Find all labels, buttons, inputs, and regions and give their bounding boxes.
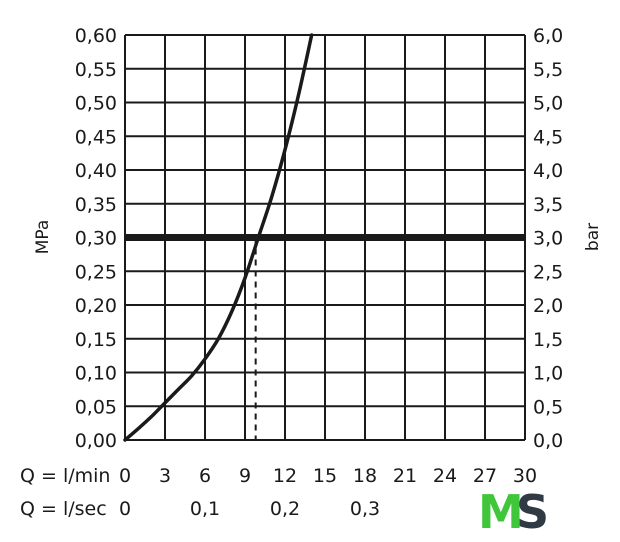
x-tick-label-min: 0 <box>119 465 131 487</box>
y-tick-label-right: 5,5 <box>533 59 563 81</box>
x-tick-label-min: 9 <box>239 465 251 487</box>
x-tick-label-sec: 0,3 <box>350 498 380 520</box>
logo-letter-s: S <box>516 485 549 539</box>
chart-ticks: 0,000,050,100,150,200,250,300,350,400,45… <box>75 25 564 520</box>
y-tick-label-left: 0,00 <box>75 430 117 452</box>
y-tick-label-right: 3,5 <box>533 194 563 216</box>
x-tick-label-min: 6 <box>199 465 211 487</box>
pressure-curve <box>123 33 314 442</box>
y-tick-label-right: 4,0 <box>533 160 563 182</box>
y-axis-label-right: bar <box>583 223 603 251</box>
y-tick-label-right: 1,0 <box>533 363 563 385</box>
x-tick-label-sec: 0 <box>119 498 131 520</box>
y-tick-label-left: 0,25 <box>75 261 117 283</box>
y-tick-label-left: 0,20 <box>75 295 117 317</box>
y-tick-label-left: 0,50 <box>75 93 117 115</box>
x-tick-label-sec: 0,1 <box>190 498 220 520</box>
y-tick-label-left: 0,45 <box>75 126 117 148</box>
y-tick-label-right: 0,0 <box>533 430 563 452</box>
x-tick-label-sec: 0,2 <box>270 498 300 520</box>
y-tick-label-right: 2,5 <box>533 261 563 283</box>
chart-series <box>123 33 314 442</box>
logo-letter-m: M <box>478 485 524 539</box>
x-tick-label-min: 21 <box>393 465 417 487</box>
y-tick-label-right: 4,5 <box>533 126 563 148</box>
y-tick-label-left: 0,40 <box>75 160 117 182</box>
ms-logo: M S <box>478 485 549 539</box>
y-tick-label-left: 0,30 <box>75 228 117 250</box>
y-tick-label-left: 0,15 <box>75 329 117 351</box>
y-tick-label-left: 0,05 <box>75 396 117 418</box>
x-tick-label-min: 15 <box>313 465 337 487</box>
y-tick-label-right: 5,0 <box>533 93 563 115</box>
reference-lines <box>125 234 525 440</box>
x-row-label-sec: Q = l/sec <box>20 498 107 520</box>
x-tick-label-min: 3 <box>159 465 171 487</box>
y-tick-label-right: 3,0 <box>533 228 563 250</box>
y-tick-label-right: 1,5 <box>533 329 563 351</box>
y-tick-label-right: 0,5 <box>533 396 563 418</box>
y-tick-label-right: 6,0 <box>533 25 563 47</box>
y-tick-label-left: 0,55 <box>75 59 117 81</box>
x-tick-label-min: 12 <box>273 465 297 487</box>
x-row-label-min: Q = l/min <box>20 465 110 487</box>
x-tick-label-min: 30 <box>513 465 537 487</box>
y-tick-label-right: 2,0 <box>533 295 563 317</box>
y-tick-label-left: 0,35 <box>75 194 117 216</box>
y-tick-label-left: 0,60 <box>75 25 117 47</box>
y-axis-label-left: MPa <box>33 220 53 255</box>
x-tick-label-min: 18 <box>353 465 377 487</box>
x-tick-label-min: 27 <box>473 465 497 487</box>
y-tick-label-left: 0,10 <box>75 363 117 385</box>
x-tick-label-min: 24 <box>433 465 457 487</box>
